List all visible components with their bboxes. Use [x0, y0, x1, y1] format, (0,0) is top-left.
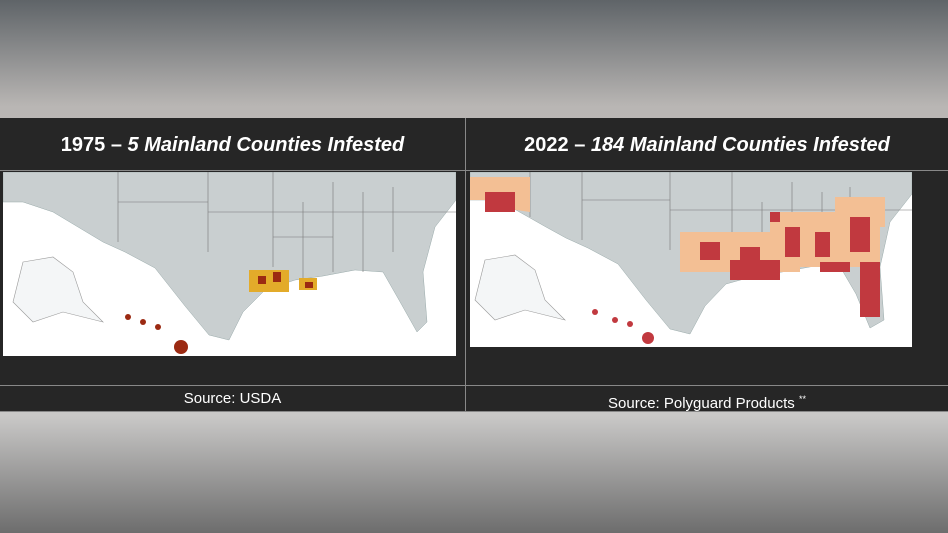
panel-title: 2022 – 184 Mainland Counties Infested: [466, 120, 948, 170]
divider: [0, 411, 948, 412]
source-line: Source: Polyguard Products **: [466, 386, 948, 412]
title-emphasis: 184 Mainland Counties Infested: [590, 134, 890, 156]
title-year: 1975 –: [60, 134, 122, 156]
title-emphasis: 5 Mainland Counties Infested: [127, 134, 405, 156]
divider: [0, 385, 948, 386]
title-year: 2022 –: [524, 134, 586, 156]
map-2022: [470, 172, 912, 347]
panel-title: 1975 – 5 Mainland Counties Infested: [0, 120, 465, 170]
divider: [0, 170, 948, 171]
map-1975: [3, 172, 456, 356]
source: Source: Polyguard Products: [608, 395, 795, 412]
divider: [465, 118, 466, 412]
source: Source: USDA: [183, 390, 282, 407]
source-note: **: [798, 394, 806, 404]
